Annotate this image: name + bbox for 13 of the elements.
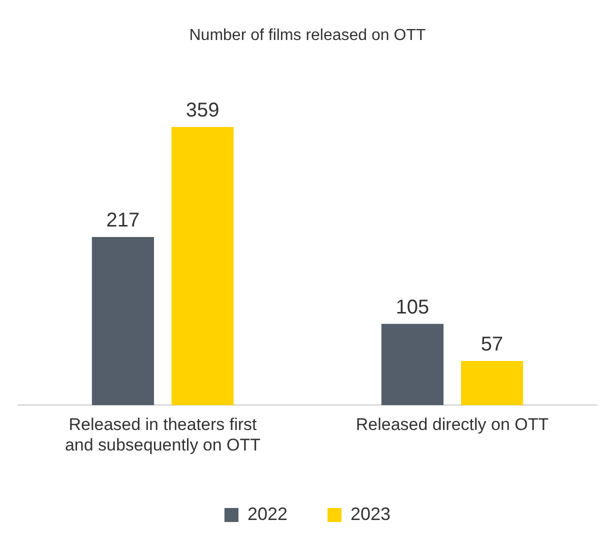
data-label: 57 [480, 334, 504, 356]
bar [92, 237, 154, 406]
legend-label: 2022 [247, 504, 288, 524]
data-label: 105 [396, 296, 430, 318]
x-tick-label: Released in theaters first and subsequently on OTT [64, 415, 261, 454]
bar [172, 126, 234, 406]
chart-title: Number of films released on OTT [189, 27, 426, 44]
x-tick-label: Released directly on OTT [356, 415, 549, 434]
bar [381, 324, 444, 406]
data-label: 217 [106, 210, 140, 232]
data-label: 359 [186, 99, 220, 122]
legend-label: 2023 [350, 504, 391, 524]
bar [461, 361, 524, 406]
